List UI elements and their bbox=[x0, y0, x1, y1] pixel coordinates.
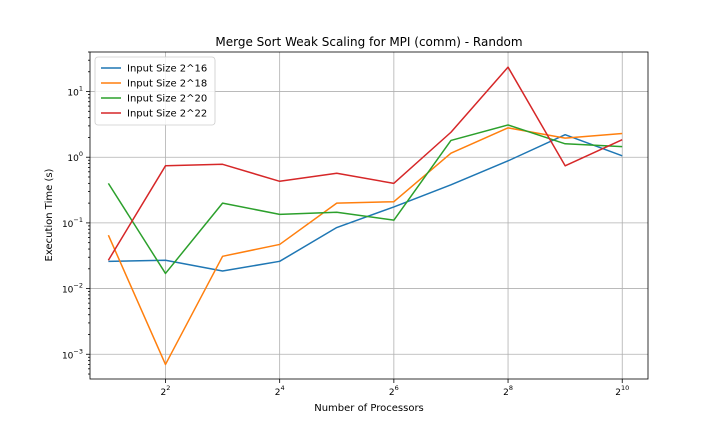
y-tick-label: 10−1 bbox=[62, 216, 83, 230]
y-axis-label: Execution Time (s) bbox=[44, 168, 55, 261]
y-tick-label: 101 bbox=[67, 85, 83, 99]
series-lines bbox=[107, 66, 623, 366]
x-tick-label: 24 bbox=[275, 384, 285, 398]
series-line-4 bbox=[107, 66, 623, 261]
plot-frame bbox=[89, 51, 649, 380]
y-tick-label: 10−2 bbox=[62, 282, 83, 296]
x-tick-label: 22 bbox=[161, 384, 171, 398]
grid bbox=[90, 52, 648, 379]
x-tick-label: 210 bbox=[615, 384, 629, 398]
legend-box bbox=[94, 56, 216, 126]
x-tick-label: 28 bbox=[503, 384, 513, 398]
series-line-1 bbox=[108, 133, 623, 272]
chart-title: Merge Sort Weak Scaling for MPI (comm) -… bbox=[215, 35, 522, 49]
y-tick-label: 10−3 bbox=[62, 347, 83, 361]
legend-label: Input Size 2^16 bbox=[127, 64, 207, 75]
x-axis-label: Number of Processors bbox=[314, 403, 424, 414]
series-line-3 bbox=[107, 124, 623, 275]
legend-label: Input Size 2^20 bbox=[127, 94, 207, 105]
y-tick-label: 100 bbox=[67, 150, 83, 164]
series-line-2 bbox=[107, 127, 623, 366]
legend-label: Input Size 2^22 bbox=[127, 109, 207, 120]
x-tick-label: 26 bbox=[389, 384, 399, 398]
legend: Input Size 2^16 Input Size 2^18 Input Size… bbox=[94, 56, 216, 126]
legend-label: Input Size 2^18 bbox=[127, 79, 207, 90]
axis-ticks: 22 24 26 28 210 10−3 10−2 10−1 100 101 bbox=[62, 51, 629, 398]
